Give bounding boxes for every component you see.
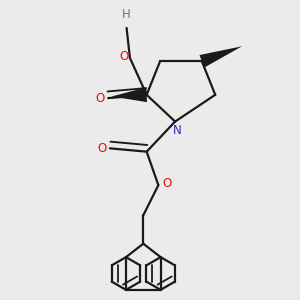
Polygon shape xyxy=(200,46,242,68)
Text: H: H xyxy=(122,8,131,21)
Text: O: O xyxy=(119,50,128,63)
Text: O: O xyxy=(162,177,172,190)
Text: N: N xyxy=(172,124,181,137)
Text: O: O xyxy=(97,142,106,155)
Polygon shape xyxy=(112,87,147,102)
Text: O: O xyxy=(96,92,105,105)
